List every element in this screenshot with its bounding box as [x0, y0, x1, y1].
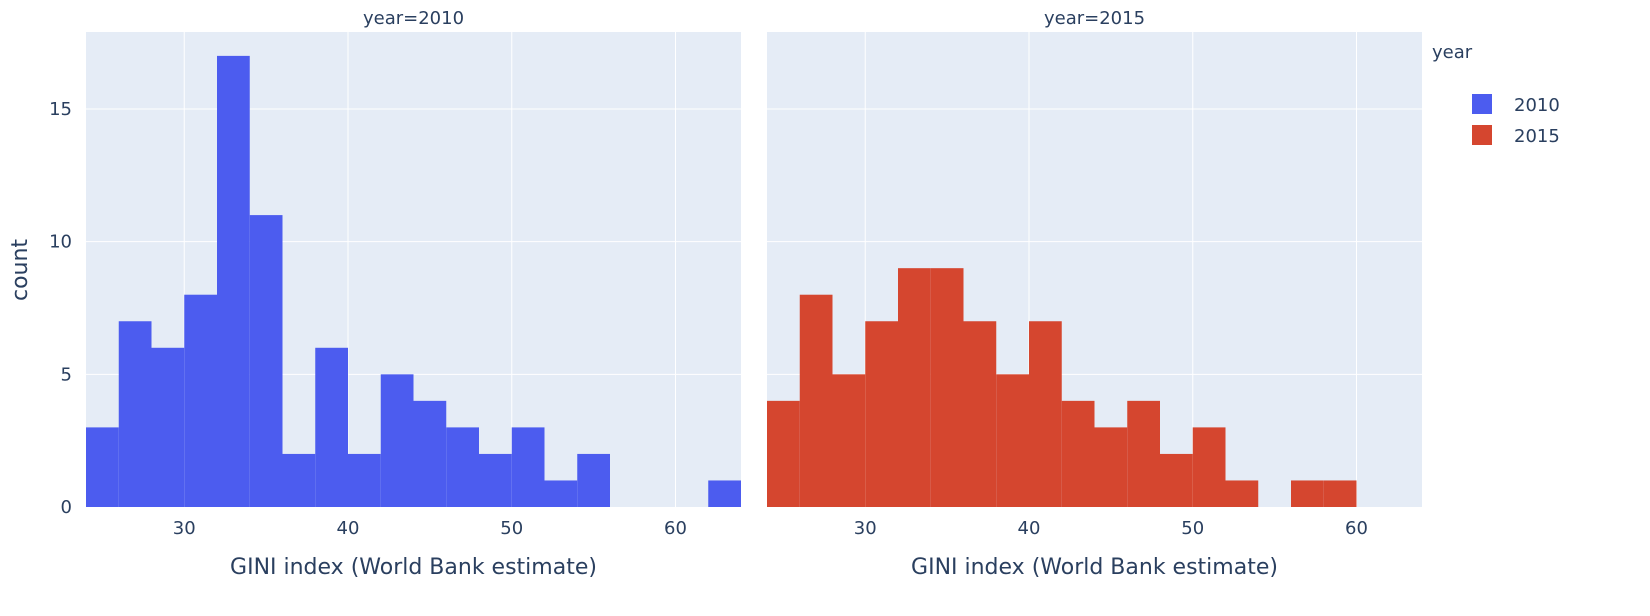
- bar-2010-bin-62: [708, 480, 741, 507]
- bar-2015-bin-34: [930, 268, 964, 507]
- bar-2015-bin-30: [865, 321, 898, 507]
- x-tick-label: 50: [1181, 518, 1204, 539]
- bar-2010-bin-38: [315, 347, 348, 507]
- bar-2010-bin-40: [348, 453, 381, 507]
- x-tick-label: 30: [854, 518, 877, 539]
- x-tick-label: 50: [500, 518, 523, 539]
- bar-2015-bin-50: [1192, 427, 1226, 507]
- histogram-bars: [86, 55, 1357, 507]
- legend-label-2015[interactable]: 2015: [1514, 126, 1560, 147]
- x-tick-label: 40: [1018, 518, 1041, 539]
- bar-2015-bin-56: [1291, 480, 1324, 507]
- bar-2010-bin-34: [249, 215, 283, 507]
- bar-2010-bin-46: [446, 427, 479, 507]
- bar-2010-bin-32: [217, 55, 250, 507]
- bar-2010-bin-42: [380, 374, 414, 507]
- bar-2010-bin-24: [86, 427, 119, 507]
- bar-2015-bin-38: [996, 374, 1029, 507]
- legend-title: year: [1432, 42, 1473, 63]
- y-tick-label: 10: [49, 232, 72, 253]
- bar-2015-bin-32: [898, 268, 931, 507]
- x-tick-label: 40: [337, 518, 360, 539]
- bar-2010-bin-28: [151, 347, 185, 507]
- bar-2015-bin-42: [1061, 400, 1095, 507]
- bar-2010-bin-48: [479, 453, 512, 507]
- bar-2015-bin-52: [1225, 480, 1259, 507]
- bar-2015-bin-28: [832, 374, 866, 507]
- legend-label-2010[interactable]: 2010: [1514, 95, 1560, 116]
- y-tick-label: 5: [61, 364, 72, 385]
- y-tick-label: 0: [61, 497, 72, 518]
- bar-2010-bin-50: [511, 427, 545, 507]
- bar-2015-bin-48: [1160, 453, 1193, 507]
- legend-swatch-2010[interactable]: [1472, 94, 1492, 114]
- bar-2015-bin-44: [1094, 427, 1128, 507]
- x-tick-label: 30: [173, 518, 196, 539]
- tick-labels: 30 40 50 60 30 40 50 60 0 5 10 15: [49, 99, 1368, 539]
- bar-2010-bin-30: [184, 294, 217, 507]
- bar-2010-bin-52: [544, 480, 578, 507]
- y-axis-title: count: [8, 239, 33, 301]
- facet-title-2010: year=2010: [363, 8, 464, 29]
- facet-title-2015: year=2015: [1044, 8, 1145, 29]
- bar-2010-bin-54: [577, 453, 610, 507]
- bar-2015-bin-24: [767, 400, 800, 507]
- bar-2010-bin-26: [118, 321, 152, 507]
- bar-2010-bin-44: [413, 400, 447, 507]
- bar-2015-bin-40: [1029, 321, 1062, 507]
- x-axis-title-2010: GINI index (World Bank estimate): [230, 555, 597, 580]
- legend[interactable]: year 2010 2015: [1432, 42, 1560, 147]
- bar-2015-bin-46: [1127, 400, 1160, 507]
- bar-2010-bin-36: [282, 453, 316, 507]
- grid-lines: [86, 32, 1422, 507]
- x-tick-label: 60: [1345, 518, 1368, 539]
- x-tick-label: 60: [664, 518, 687, 539]
- legend-swatch-2015[interactable]: [1472, 125, 1492, 145]
- x-axis-title-2015: GINI index (World Bank estimate): [911, 555, 1278, 580]
- bar-2015-bin-36: [963, 321, 997, 507]
- bar-2015-bin-26: [799, 294, 833, 507]
- y-tick-label: 15: [49, 99, 72, 120]
- bar-2015-bin-58: [1323, 480, 1357, 507]
